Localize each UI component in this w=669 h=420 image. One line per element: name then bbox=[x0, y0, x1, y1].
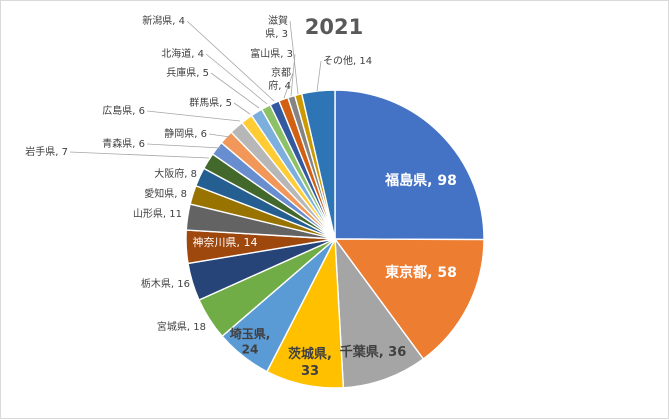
leader-line-19 bbox=[186, 20, 275, 102]
data-label-19: 新潟県, 4 bbox=[142, 14, 185, 27]
pie-slice-3 bbox=[334, 236, 425, 389]
data-label-4: 茨城県, 33 bbox=[288, 346, 332, 379]
data-label-16: 群馬県, 5 bbox=[189, 96, 232, 109]
leader-line-16 bbox=[233, 102, 251, 115]
data-label-18: 北海道, 4 bbox=[161, 47, 204, 60]
data-label-14: 静岡県, 6 bbox=[164, 127, 207, 140]
pie-slice-1 bbox=[334, 89, 485, 241]
chart-title: 2021 bbox=[305, 15, 363, 39]
data-label-20: 京都府, 4 bbox=[268, 66, 291, 92]
data-label-2: 東京都, 58 bbox=[385, 264, 457, 281]
data-label-11: 大阪府, 8 bbox=[154, 167, 197, 180]
leader-line-20 bbox=[283, 72, 294, 99]
data-label-5: 埼玉県, 24 bbox=[230, 326, 271, 357]
leader-line-23 bbox=[316, 60, 322, 92]
data-label-9: 山形県, 11 bbox=[133, 208, 182, 220]
data-label-6: 宮城県, 18 bbox=[157, 320, 206, 333]
leader-lines bbox=[69, 20, 322, 159]
data-label-12: 岩手県, 7 bbox=[25, 145, 68, 158]
leader-line-17 bbox=[210, 72, 260, 109]
data-label-7: 栃木県, 16 bbox=[141, 277, 190, 290]
data-label-17: 兵庫県, 5 bbox=[166, 66, 209, 79]
data-label-21: 富山県, 3 bbox=[250, 47, 293, 60]
leader-line-22 bbox=[289, 20, 299, 95]
data-label-13: 青森県, 6 bbox=[102, 137, 145, 150]
data-label-15: 広島県, 6 bbox=[102, 104, 145, 117]
leader-line-14 bbox=[208, 133, 231, 138]
data-label-3: 千葉県, 36 bbox=[340, 344, 407, 360]
data-label-8: 神奈川県, 14 bbox=[193, 235, 258, 249]
data-label-1: 福島県, 98 bbox=[384, 172, 457, 189]
pie-slices bbox=[185, 89, 485, 389]
leader-line-12 bbox=[69, 151, 210, 159]
leader-line-13 bbox=[146, 143, 222, 149]
pie-slice-23 bbox=[300, 89, 336, 240]
data-label-22: 滋賀県, 3 bbox=[265, 14, 288, 40]
leader-line-18 bbox=[205, 53, 268, 105]
data-labels: 福島県, 98 東京都, 58 千葉県, 36 茨城県, 33 埼玉県, 24 宮城県, 18… bbox=[25, 14, 457, 379]
data-label-10: 愛知県, 8 bbox=[144, 187, 187, 200]
pie-slice-2 bbox=[333, 238, 485, 360]
leader-line-15 bbox=[146, 110, 241, 122]
data-label-23: その他, 14 bbox=[323, 54, 372, 67]
